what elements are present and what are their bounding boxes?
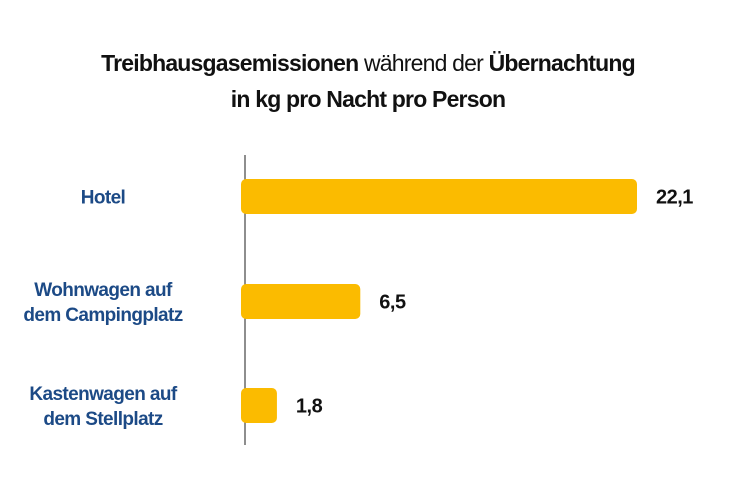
- title-part1: Treibhausgasemissionen: [101, 50, 359, 76]
- category-label: Wohnwagen auf: [34, 280, 173, 301]
- bar: [241, 388, 277, 423]
- bar: [241, 179, 637, 214]
- value-label: 1,8: [296, 396, 323, 418]
- category-label: Hotel: [81, 188, 126, 209]
- title-part3: Übernachtung: [488, 50, 636, 76]
- bar: [241, 284, 361, 319]
- category-label: dem Campingplatz: [23, 305, 182, 326]
- chart-title-line2: in kg pro Nacht pro Person: [230, 86, 506, 112]
- category-label: Kastenwagen auf: [29, 384, 178, 405]
- value-label: 22,1: [656, 187, 693, 209]
- chart-title-line1: Treibhausgasemissionen während der Übern…: [0, 50, 736, 77]
- category-label: dem Stellplatz: [43, 409, 162, 430]
- title-part2: während der: [363, 50, 484, 76]
- value-label: 6,5: [379, 292, 406, 314]
